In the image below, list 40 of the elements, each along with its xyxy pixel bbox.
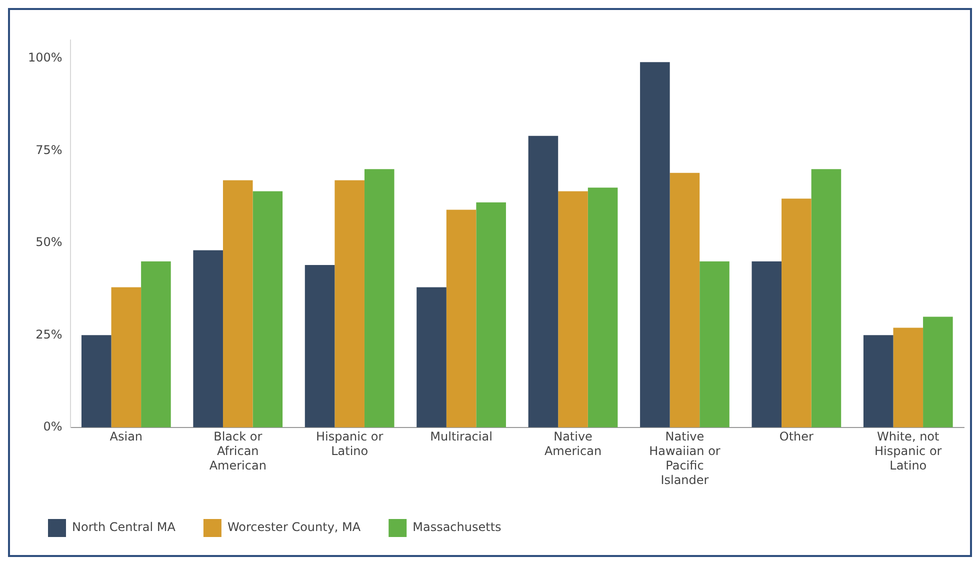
bar — [558, 191, 588, 428]
bar — [416, 287, 446, 428]
bar — [528, 136, 558, 428]
bar — [193, 250, 223, 428]
bar — [640, 62, 670, 428]
legend-label: Worcester County, MA — [227, 520, 362, 534]
x-tick-label: Multiracial — [430, 430, 492, 444]
bar — [446, 210, 476, 428]
y-tick-label: 75% — [36, 142, 62, 157]
bar — [811, 169, 842, 428]
bar — [81, 335, 112, 428]
bar — [222, 180, 253, 428]
x-tick-label: Hispanic or Latino — [316, 430, 384, 458]
bar — [111, 287, 142, 428]
x-tick-label: Asian — [110, 430, 143, 444]
bar — [588, 188, 618, 428]
x-tick-label: Black or African American — [209, 430, 266, 473]
bar — [893, 328, 924, 428]
legend-label: North Central MA — [72, 520, 176, 534]
y-tick-label: 50% — [36, 235, 62, 250]
legend-label: Massachusetts — [412, 520, 502, 534]
bar — [752, 261, 782, 428]
bar — [304, 265, 335, 428]
y-tick-label: 100% — [28, 50, 62, 65]
y-tick-label: 25% — [36, 327, 62, 342]
x-tick-label: White, not Hispanic or Latino — [874, 430, 942, 473]
bar — [476, 202, 506, 428]
bar — [334, 180, 364, 428]
y-tick-label: 0% — [43, 420, 62, 434]
bar — [782, 198, 812, 428]
x-tick-label: Other — [779, 430, 814, 444]
x-tick-label: Native Hawaiian or Pacific Islander — [649, 430, 720, 487]
bar — [252, 191, 283, 428]
bar — [923, 316, 953, 428]
bar — [670, 172, 700, 428]
bar — [141, 261, 171, 428]
bar — [863, 335, 894, 428]
bar — [700, 261, 730, 428]
x-tick-label: Native American — [544, 430, 602, 458]
bar — [364, 169, 394, 428]
